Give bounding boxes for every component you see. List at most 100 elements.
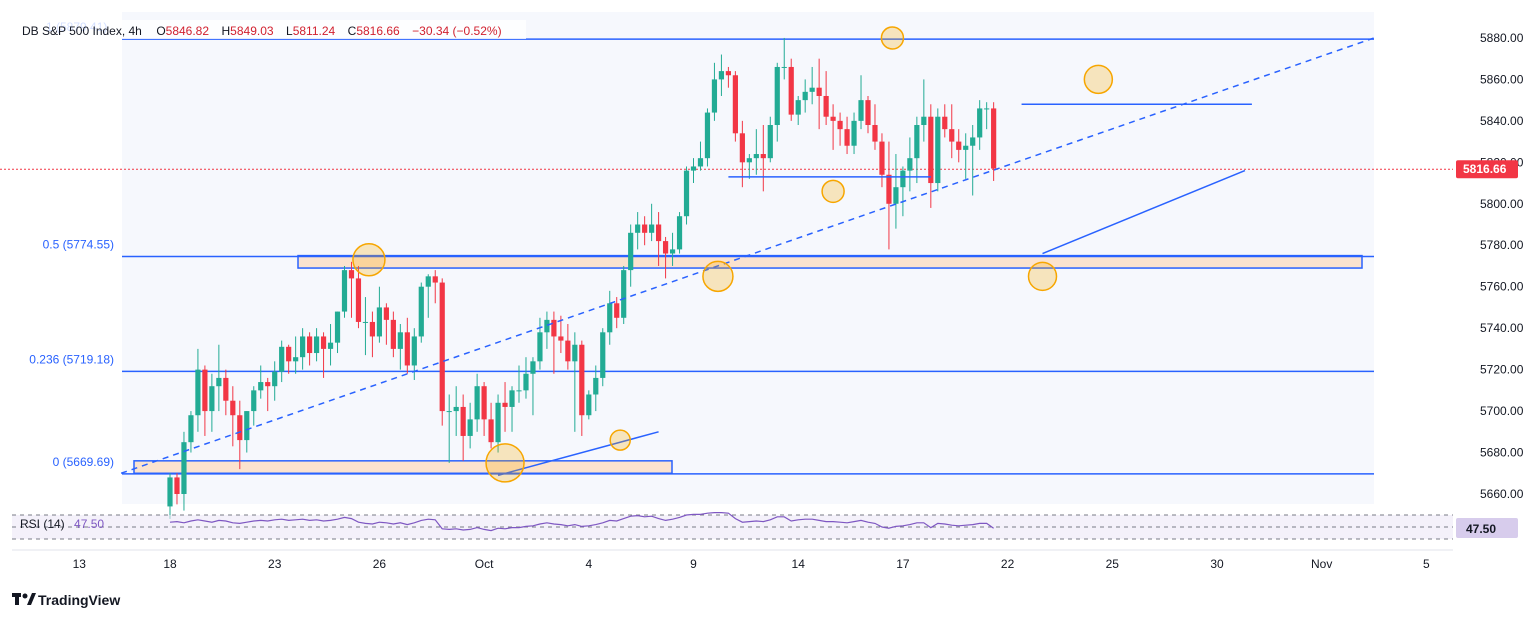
candle-body (397, 332, 403, 349)
candle-body (914, 125, 920, 159)
tradingview-wordmark: TradingView (38, 592, 120, 608)
candle-body (802, 91, 808, 101)
candle-body (320, 336, 327, 349)
candle-body (725, 71, 731, 76)
candle-body (669, 249, 676, 254)
logo-slash (27, 593, 36, 605)
time-tick-label: 25 (1106, 557, 1120, 571)
candle-body (635, 224, 641, 233)
candle-body (376, 307, 382, 337)
change-value: −30.34 (−0.52%) (412, 24, 501, 38)
candle-body (879, 141, 885, 175)
candle-body (341, 270, 348, 312)
candle-body (425, 276, 431, 287)
candle-body (516, 390, 522, 392)
time-tick-label: 9 (690, 557, 697, 571)
candle-body (593, 377, 599, 395)
time-tick-label: 30 (1210, 557, 1224, 571)
candle-body (327, 342, 334, 349)
close-label: C (348, 24, 357, 38)
rsi-value-tag-bg (1456, 518, 1518, 538)
candle-body (704, 112, 711, 159)
time-tick-label: 4 (585, 557, 592, 571)
time-tick-label: 18 (163, 557, 177, 571)
candle-body (956, 141, 962, 150)
support-zone-low (133, 460, 673, 475)
price-tick-label: 5780.00 (1480, 238, 1524, 252)
candle-body (579, 344, 585, 416)
support-zone-mid (297, 254, 1363, 269)
last-price-tag-bg (1456, 160, 1518, 179)
candle-body (355, 278, 362, 322)
candle-body (174, 477, 180, 494)
candle-body (656, 224, 662, 242)
candle-body (586, 394, 592, 416)
candle-body (551, 319, 557, 337)
price-tick-label: 5680.00 (1480, 446, 1524, 460)
candle-body (942, 116, 948, 130)
low-value: 5811.24 (293, 24, 336, 38)
candle-body (621, 270, 627, 318)
candle-body (977, 108, 983, 138)
candle-body (921, 116, 927, 126)
time-tick-label: 26 (373, 557, 387, 571)
candle-body (258, 382, 264, 391)
open-value: 5846.82 (166, 24, 210, 38)
candle-body (886, 174, 892, 204)
candle-body (369, 321, 376, 337)
candle-body (991, 108, 997, 169)
candle-body (481, 386, 487, 420)
candle-body (830, 116, 836, 121)
candle-body (893, 187, 899, 204)
candle-body (900, 170, 906, 188)
time-tick-label: Oct (475, 557, 494, 571)
candle-body (404, 332, 410, 366)
symbol-title: DB S&P 500 Index, 4h (22, 24, 142, 38)
rsi-label: RSI (14) (20, 517, 65, 531)
candle-body (809, 87, 815, 92)
candle-body (495, 402, 501, 443)
candle-body (558, 336, 564, 341)
pivot-marker (702, 260, 734, 293)
candle-body (488, 419, 494, 443)
price-tick-label: 5660.00 (1480, 487, 1524, 501)
candle-body (837, 120, 843, 130)
close-value: 5816.66 (356, 24, 400, 38)
candle-body (181, 442, 187, 494)
candle-body (334, 311, 341, 343)
price-tick-label: 5720.00 (1480, 363, 1524, 377)
candle-body (467, 419, 473, 436)
candle-body (362, 321, 369, 323)
candle-body (411, 336, 417, 366)
candle-body (774, 66, 780, 126)
time-tick-label: 5 (1423, 557, 1430, 571)
price-tick-label: 5880.00 (1480, 31, 1524, 45)
price-tick-label: 5700.00 (1480, 404, 1524, 418)
price-tick-label: 5800.00 (1480, 197, 1524, 211)
candle-body (418, 286, 424, 337)
price-tick-label: 5740.00 (1480, 321, 1524, 335)
rsi-line (169, 511, 994, 532)
candle-body (907, 158, 913, 171)
time-tick-label: 14 (792, 557, 806, 571)
candle-body (642, 224, 648, 233)
time-axis: 13 18 23 26 Oct 4 9 14 17 22 25 30 Nov 5 (12, 549, 1453, 571)
time-tick-label: 22 (1001, 557, 1015, 571)
candle-body (286, 346, 292, 362)
pivot-marker (352, 243, 386, 277)
header-backdrop (16, 20, 526, 39)
candle-body (984, 108, 990, 110)
fib-level-label: 0 (5669.69) (53, 455, 114, 469)
candle-body (865, 100, 871, 126)
high-value: 5849.03 (230, 24, 274, 38)
logo-stem (15, 593, 19, 605)
candle-body (167, 477, 173, 507)
candle-body (390, 319, 396, 349)
candle-body (474, 386, 480, 420)
candle-body (439, 282, 445, 412)
candle-body (767, 125, 773, 159)
candle-body (949, 129, 955, 142)
logo-dot (22, 593, 28, 599)
pivot-marker (880, 26, 905, 50)
